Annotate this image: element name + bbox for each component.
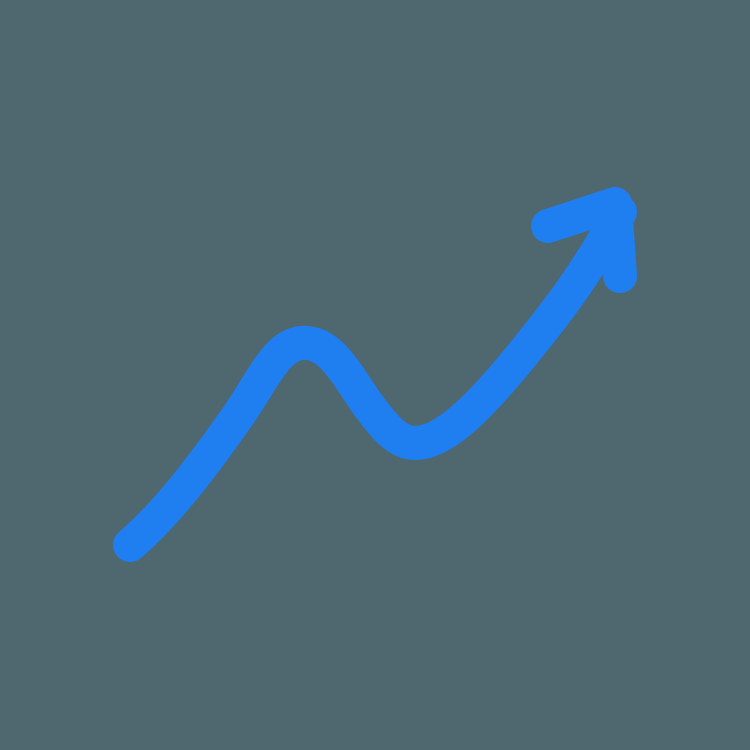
trend-line [113,195,637,562]
arrow-head [531,187,637,293]
